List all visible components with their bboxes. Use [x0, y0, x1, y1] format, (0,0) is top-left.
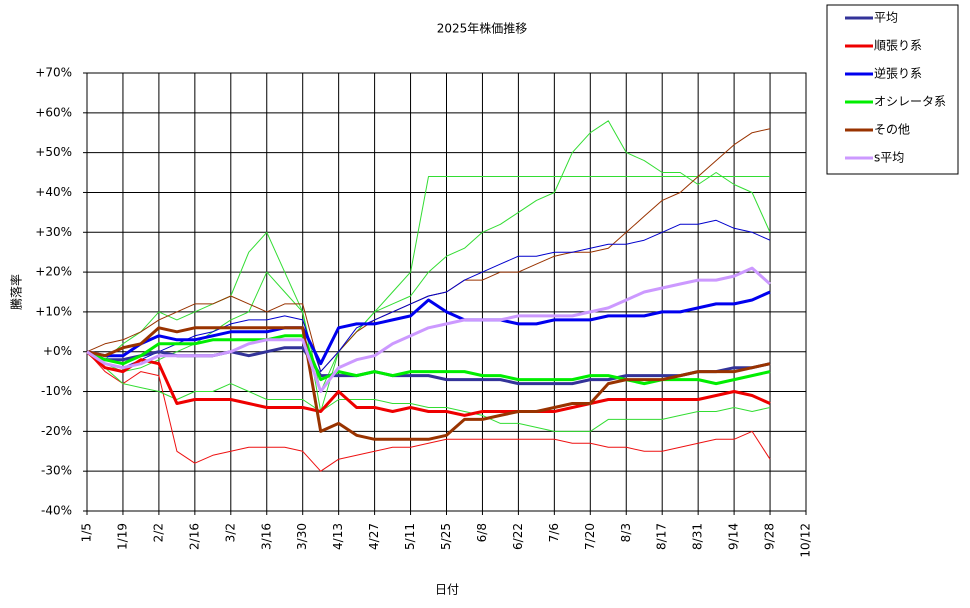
- y-tick-label: +0%: [43, 344, 72, 358]
- legend-label: 平均: [874, 11, 898, 25]
- x-axis-title: 日付: [435, 583, 459, 597]
- member-line: [86, 219, 771, 373]
- x-tick-label: 6/22: [511, 523, 525, 550]
- x-tick-label: 8/31: [691, 523, 705, 550]
- y-axis-title: 騰落率: [9, 274, 24, 310]
- x-tick-label: 10/12: [799, 523, 813, 558]
- x-tick-label: 5/25: [439, 523, 453, 550]
- series-line: [86, 290, 771, 366]
- legend-label: オシレータ系: [874, 95, 946, 109]
- y-tick-label: +70%: [35, 66, 72, 80]
- x-tick-label: 7/6: [547, 523, 561, 542]
- series-line: [86, 350, 771, 417]
- legend-label: 逆張り系: [874, 66, 922, 81]
- x-tick-label: 5/11: [403, 523, 417, 550]
- y-tick-label: -40%: [41, 504, 72, 518]
- y-tick-label: +40%: [35, 185, 72, 199]
- y-tick-label: +30%: [35, 225, 72, 239]
- x-tick-label: 7/20: [583, 523, 597, 550]
- x-tick-label: 4/27: [367, 523, 381, 550]
- legend-label: その他: [874, 123, 910, 137]
- series-line: [86, 266, 771, 393]
- y-tick-label: -30%: [41, 464, 72, 478]
- x-tick-label: 1/5: [80, 523, 94, 542]
- x-tick-label: 9/14: [727, 523, 741, 550]
- x-tick-label: 2/16: [187, 523, 201, 550]
- legend-label: 順張り系: [874, 39, 922, 53]
- x-tick-label: 8/3: [619, 523, 633, 542]
- member-line: [86, 351, 771, 432]
- x-tick-label: 2/2: [151, 523, 165, 542]
- chart-title: 2025年株価推移: [437, 21, 528, 36]
- x-tick-label: 3/16: [259, 523, 273, 550]
- x-tick-label: 4/13: [331, 523, 345, 550]
- series-line: [86, 326, 771, 441]
- y-tick-label: +10%: [35, 304, 72, 318]
- y-tick-label: +20%: [35, 265, 72, 279]
- x-tick-label: 3/30: [295, 523, 309, 550]
- y-tick-label: -20%: [41, 424, 72, 438]
- x-tick-label: 6/8: [475, 523, 489, 542]
- legend-box: [826, 4, 959, 175]
- x-tick-label: 1/19: [115, 523, 129, 550]
- member-line: [86, 176, 770, 392]
- y-tick-label: -10%: [41, 384, 72, 398]
- y-tick-label: +50%: [35, 145, 72, 159]
- x-tick-label: 8/17: [655, 523, 669, 550]
- x-tick-label: 9/28: [763, 523, 777, 550]
- x-tick-label: 3/2: [223, 523, 237, 542]
- y-tick-label: +60%: [35, 105, 72, 119]
- member-line: [86, 351, 771, 472]
- legend-label: s平均: [874, 151, 904, 165]
